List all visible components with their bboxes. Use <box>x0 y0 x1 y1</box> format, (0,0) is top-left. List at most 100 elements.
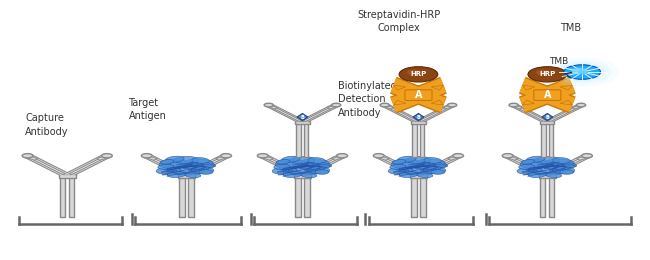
Bar <box>97 156 108 160</box>
Polygon shape <box>522 100 534 105</box>
Ellipse shape <box>318 163 332 167</box>
Circle shape <box>380 103 389 107</box>
Ellipse shape <box>546 159 575 167</box>
Text: TMB: TMB <box>560 23 581 33</box>
Bar <box>146 156 157 160</box>
Circle shape <box>448 103 457 107</box>
Polygon shape <box>413 113 424 121</box>
Bar <box>549 176 554 217</box>
Ellipse shape <box>283 172 302 178</box>
Bar <box>411 121 426 124</box>
Ellipse shape <box>406 157 431 164</box>
Text: A: A <box>543 90 551 100</box>
Ellipse shape <box>528 172 547 178</box>
Circle shape <box>332 103 341 107</box>
Bar <box>328 105 337 109</box>
Circle shape <box>101 154 112 158</box>
Bar <box>421 176 426 217</box>
Circle shape <box>509 103 518 107</box>
Ellipse shape <box>431 170 445 174</box>
Polygon shape <box>431 100 443 105</box>
Bar <box>295 176 300 217</box>
Bar <box>295 121 309 124</box>
Bar <box>540 176 545 217</box>
Ellipse shape <box>391 159 420 168</box>
Text: Target
Antigen: Target Antigen <box>129 98 166 121</box>
Ellipse shape <box>535 157 560 164</box>
Ellipse shape <box>417 159 446 167</box>
Ellipse shape <box>272 167 296 174</box>
Bar <box>541 122 546 157</box>
Ellipse shape <box>393 160 406 164</box>
Bar <box>179 176 185 217</box>
Ellipse shape <box>417 173 433 178</box>
FancyBboxPatch shape <box>405 90 432 100</box>
Circle shape <box>582 154 592 158</box>
Polygon shape <box>542 113 552 121</box>
Bar <box>443 105 453 109</box>
Ellipse shape <box>276 159 304 168</box>
Circle shape <box>337 154 348 158</box>
Ellipse shape <box>166 156 184 162</box>
Ellipse shape <box>424 158 441 164</box>
Bar <box>420 122 424 157</box>
Ellipse shape <box>520 159 549 168</box>
Ellipse shape <box>161 160 174 164</box>
Ellipse shape <box>308 158 326 164</box>
Circle shape <box>571 68 588 74</box>
Bar <box>188 176 194 217</box>
Ellipse shape <box>301 173 317 178</box>
Bar <box>268 105 278 109</box>
Text: HRP: HRP <box>410 71 426 77</box>
Circle shape <box>564 65 601 79</box>
Ellipse shape <box>192 158 209 164</box>
Circle shape <box>577 103 586 107</box>
Text: B: B <box>417 114 421 120</box>
Bar <box>296 122 301 157</box>
Ellipse shape <box>423 167 446 174</box>
Ellipse shape <box>396 161 441 175</box>
Ellipse shape <box>290 157 315 164</box>
Bar <box>577 156 588 160</box>
Ellipse shape <box>521 160 535 164</box>
Circle shape <box>502 154 513 158</box>
Ellipse shape <box>563 163 577 167</box>
Text: Streptavidin-HRP
Complex: Streptavidin-HRP Complex <box>358 10 441 33</box>
Ellipse shape <box>399 172 418 178</box>
Text: Biotinylated
Detection
Antibody: Biotinylated Detection Antibody <box>338 81 396 118</box>
Circle shape <box>257 154 268 158</box>
Ellipse shape <box>525 161 570 175</box>
Ellipse shape <box>301 159 330 167</box>
Ellipse shape <box>156 167 181 174</box>
Circle shape <box>528 67 567 82</box>
Bar <box>59 174 75 178</box>
Ellipse shape <box>552 158 570 164</box>
Circle shape <box>264 103 273 107</box>
Ellipse shape <box>191 167 214 174</box>
Bar <box>507 156 518 160</box>
Bar <box>332 156 343 160</box>
Polygon shape <box>393 85 406 90</box>
Bar <box>262 156 273 160</box>
Bar <box>294 174 311 178</box>
Ellipse shape <box>199 170 213 174</box>
Circle shape <box>22 154 33 158</box>
Bar <box>448 156 459 160</box>
Bar <box>304 122 309 157</box>
Ellipse shape <box>315 170 329 174</box>
Bar <box>378 156 389 160</box>
Circle shape <box>373 154 384 158</box>
Text: HRP: HRP <box>540 71 556 77</box>
Circle shape <box>545 57 619 87</box>
Bar <box>549 122 553 157</box>
Bar <box>27 156 38 160</box>
Ellipse shape <box>276 160 290 164</box>
Ellipse shape <box>307 167 330 174</box>
Bar <box>411 176 417 217</box>
Ellipse shape <box>185 173 201 178</box>
Ellipse shape <box>517 167 541 174</box>
Text: A: A <box>415 90 422 100</box>
Circle shape <box>407 70 421 75</box>
Ellipse shape <box>280 161 325 175</box>
Ellipse shape <box>185 159 214 167</box>
